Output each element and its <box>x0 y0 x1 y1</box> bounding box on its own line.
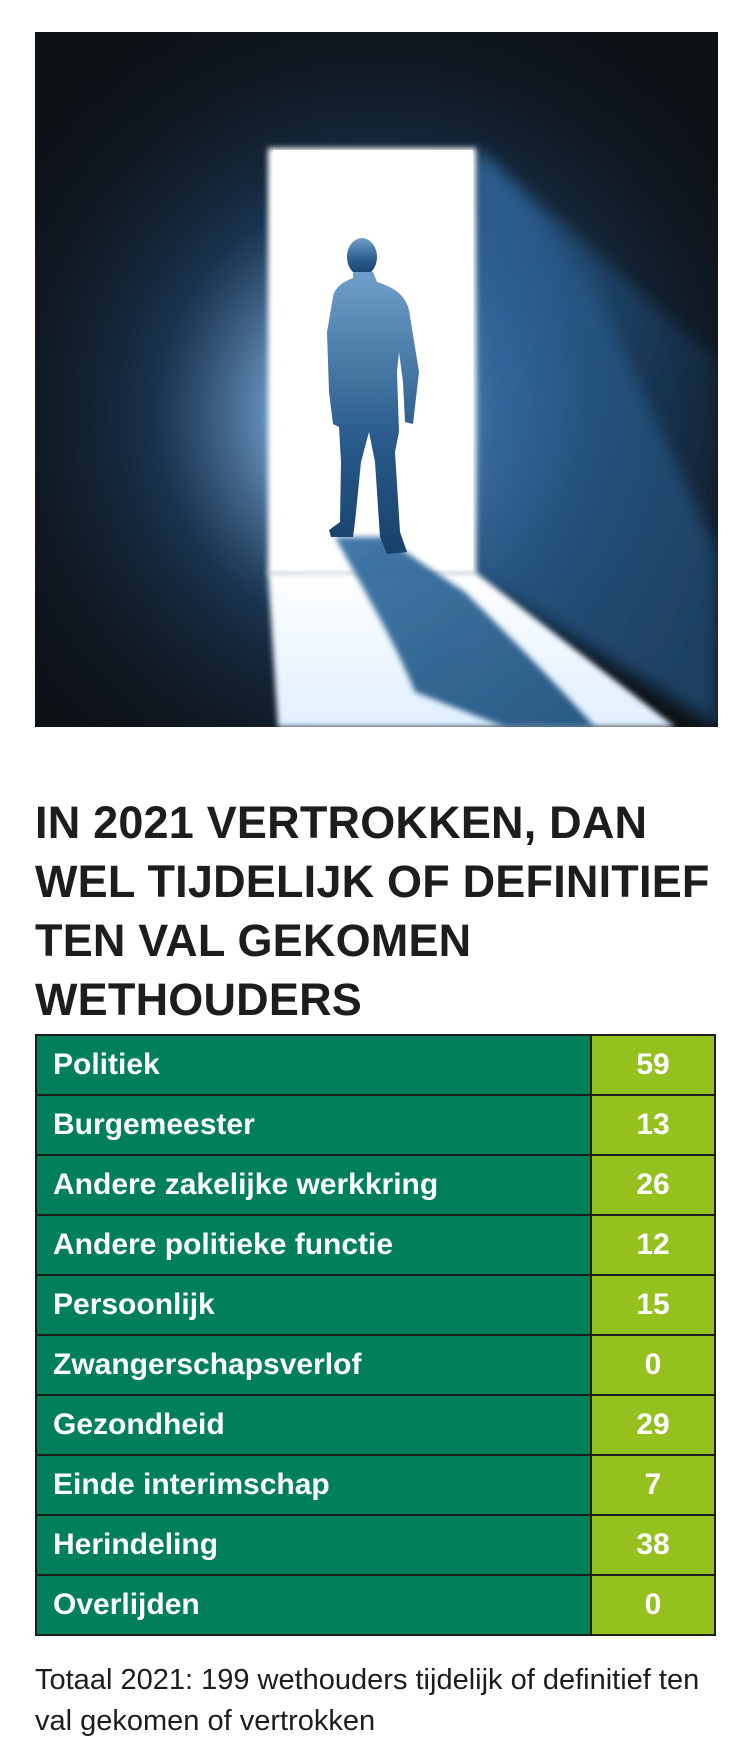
row-value: 59 <box>592 1036 714 1094</box>
table-row: Einde interimschap 7 <box>37 1456 714 1516</box>
table-row: Andere zakelijke werkkring 26 <box>37 1156 714 1216</box>
row-label: Burgemeester <box>37 1096 592 1154</box>
row-value: 12 <box>592 1216 714 1274</box>
table-row: Herindeling 38 <box>37 1516 714 1576</box>
row-value: 0 <box>592 1576 714 1634</box>
row-label: Herindeling <box>37 1516 592 1574</box>
row-value: 29 <box>592 1396 714 1454</box>
row-label: Gezondheid <box>37 1396 592 1454</box>
table-row: Andere politieke functie 12 <box>37 1216 714 1276</box>
table-row: Persoonlijk 15 <box>37 1276 714 1336</box>
doorway-silhouette-image <box>35 32 718 727</box>
table-row: Zwangerschapsverlof 0 <box>37 1336 714 1396</box>
row-value: 0 <box>592 1336 714 1394</box>
total-footnote: Totaal 2021: 199 wethouders tijdelijk of… <box>35 1664 700 1737</box>
row-value: 38 <box>592 1516 714 1574</box>
table-row: Burgemeester 13 <box>37 1096 714 1156</box>
row-value: 26 <box>592 1156 714 1214</box>
row-label: Zwangerschapsverlof <box>37 1336 592 1394</box>
row-label: Einde interimschap <box>37 1456 592 1514</box>
row-label: Andere zakelijke werkkring <box>37 1156 592 1214</box>
row-value: 15 <box>592 1276 714 1334</box>
chart-title: IN 2021 VERTROKKEN, DAN WEL TIJDELIJK OF… <box>35 797 710 1025</box>
data-table: Politiek 59 Burgemeester 13 Andere zakel… <box>35 1034 716 1636</box>
row-label: Overlijden <box>37 1576 592 1634</box>
table-row: Politiek 59 <box>37 1036 714 1096</box>
table-row: Overlijden 0 <box>37 1576 714 1634</box>
table-row: Gezondheid 29 <box>37 1396 714 1456</box>
row-value: 13 <box>592 1096 714 1154</box>
row-label: Politiek <box>37 1036 592 1094</box>
row-value: 7 <box>592 1456 714 1514</box>
row-label: Andere politieke functie <box>37 1216 592 1274</box>
row-label: Persoonlijk <box>37 1276 592 1334</box>
